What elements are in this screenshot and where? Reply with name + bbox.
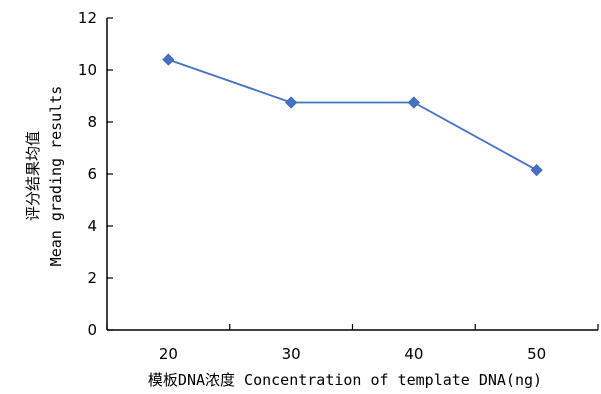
y-axis-title-cn: 评分结果均值 [24,131,42,221]
data-point [407,96,420,109]
x-tick-label: 50 [527,345,546,363]
y-tick-label: 0 [87,321,97,339]
y-axis-ticks: 0 2 4 6 8 10 12 [78,9,113,339]
y-tick-label: 8 [87,113,97,131]
data-point [530,164,543,177]
y-tick-label: 10 [78,61,97,79]
y-axis-title-en: Mean grading results [47,86,65,267]
series-line [168,58,538,171]
x-tick-label: 40 [404,345,423,363]
y-tick-label: 4 [87,217,97,235]
data-point [285,96,298,109]
y-tick-label: 2 [87,269,97,287]
x-tick-label: 30 [282,345,301,363]
x-axis-title: 模板DNA浓度 Concentration of template DNA(ng… [148,371,542,389]
data-point [162,53,175,66]
x-axis-ticks: 20 30 40 50 [106,324,599,363]
y-tick-label: 6 [87,165,97,183]
x-tick-label: 20 [159,345,178,363]
y-tick-label: 12 [78,9,97,27]
data-series [162,53,543,177]
